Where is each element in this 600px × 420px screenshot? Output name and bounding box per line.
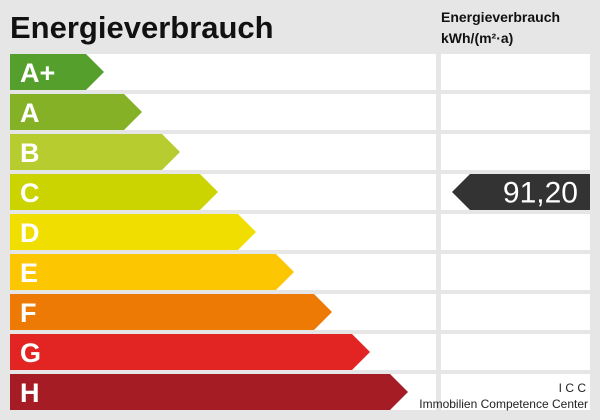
value-cell — [441, 374, 590, 410]
class-arrow — [10, 374, 408, 410]
title: Energieverbrauch — [10, 10, 274, 45]
class-label: G — [20, 338, 41, 368]
column-header: Energieverbrauch — [441, 9, 560, 25]
value-cell — [441, 294, 590, 330]
class-label: D — [20, 218, 40, 248]
value-cell — [441, 334, 590, 370]
value-cell — [441, 214, 590, 250]
class-arrow — [10, 214, 256, 250]
footer-logo: I C C — [559, 381, 587, 395]
column-unit: kWh/(m²·a) — [441, 30, 513, 46]
indicator-arrow — [452, 174, 590, 210]
class-label: C — [20, 178, 40, 208]
value-cell — [441, 94, 590, 130]
class-label: A+ — [20, 58, 55, 88]
class-arrow — [10, 54, 104, 90]
class-arrow — [10, 174, 218, 210]
class-arrow — [10, 134, 180, 170]
class-label: A — [20, 98, 40, 128]
value-cell — [441, 134, 590, 170]
class-label: E — [20, 258, 38, 288]
class-arrow — [10, 94, 142, 130]
footer-company: Immobilien Competence Center — [419, 397, 588, 411]
class-arrow — [10, 334, 370, 370]
class-arrow — [10, 294, 332, 330]
class-arrow — [10, 254, 294, 290]
class-label: F — [20, 298, 37, 328]
value-cell — [441, 54, 590, 90]
value-cell — [441, 254, 590, 290]
class-label: H — [20, 378, 40, 408]
indicator-value: 91,20 — [503, 177, 578, 210]
class-label: B — [20, 138, 40, 168]
